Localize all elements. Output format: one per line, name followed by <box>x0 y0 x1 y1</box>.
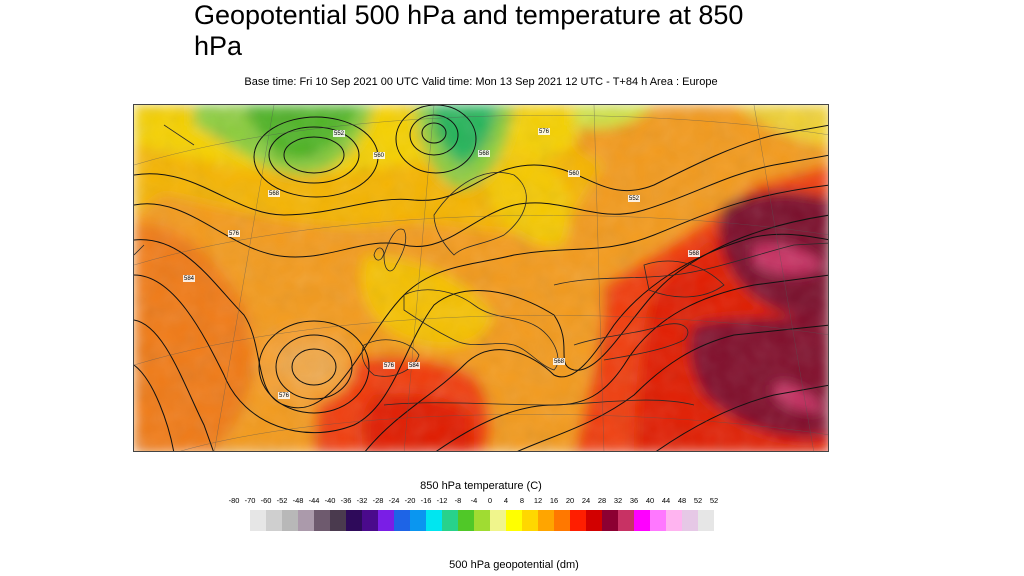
contour-label: 552 <box>629 196 640 202</box>
colorbar-cell <box>442 510 458 531</box>
colorbar-tick-label: 4 <box>503 496 509 505</box>
coastlines <box>134 124 828 406</box>
colorbar-tick-label: 32 <box>613 496 623 505</box>
contour-label-bg <box>478 150 490 157</box>
legend-title: 850 hPa temperature (C) <box>420 480 542 492</box>
colorbar-cell <box>618 510 634 531</box>
colorbar-cell <box>282 510 298 531</box>
page-title: Geopotential 500 hPa and temperature at … <box>194 0 744 61</box>
contour-label: 552 <box>334 131 345 137</box>
colorbar-tick-label: -20 <box>404 496 416 505</box>
geopotential-contours <box>134 105 828 451</box>
colorbar-tick-label: -40 <box>324 496 336 505</box>
colorbar-cell <box>474 510 490 531</box>
colorbar-tick-label: 8 <box>519 496 525 505</box>
colorbar-cell <box>522 510 538 531</box>
colorbar-cell <box>346 510 362 531</box>
contour-label: 568 <box>269 191 280 197</box>
contour-label-bg <box>383 362 395 369</box>
contour-label-bg <box>688 250 700 257</box>
colorbar-tick-label: -70 <box>244 496 256 505</box>
colorbar-cell <box>698 510 714 531</box>
colorbar-tick-label: -44 <box>308 496 320 505</box>
geopotential-label: 500 hPa geopotential (dm) <box>449 559 579 571</box>
contour-label: 576 <box>384 363 395 369</box>
colorbar-tick-label: 52 <box>693 496 703 505</box>
contour-label: 576 <box>229 231 240 237</box>
colorbar-cell <box>394 510 410 531</box>
colorbar-tick-label: 28 <box>597 496 607 505</box>
colorbar-tick-label: -36 <box>340 496 352 505</box>
colorbar-cell <box>458 510 474 531</box>
colorbar-tick-label: -48 <box>292 496 304 505</box>
colorbar-cell <box>362 510 378 531</box>
contour-label-bg <box>538 128 550 135</box>
colorbar-cell <box>266 510 282 531</box>
colorbar-tick-label: 20 <box>565 496 575 505</box>
contour-label-bg <box>268 190 280 197</box>
colorbar-cell <box>314 510 330 531</box>
colorbar-cell <box>426 510 442 531</box>
colorbar-cell <box>250 510 266 531</box>
contour-label-bg <box>278 392 290 399</box>
contour-label: 576 <box>539 129 550 135</box>
colorbar-tick-label: -16 <box>420 496 432 505</box>
colorbar-cell <box>666 510 682 531</box>
colorbar-tick-label: 44 <box>661 496 671 505</box>
colorbar-tick-label: -4 <box>470 496 478 505</box>
contour-label: 568 <box>479 151 490 157</box>
colorbar-cell <box>330 510 346 531</box>
colorbar-cell <box>298 510 314 531</box>
contour-label: 568 <box>689 251 700 257</box>
contour-label-bg <box>228 230 240 237</box>
colorbar-tick-label: 12 <box>533 496 543 505</box>
colorbar-cell <box>490 510 506 531</box>
contour-label-bg <box>183 275 195 282</box>
colorbar-cell <box>634 510 650 531</box>
colorbar-tick-label: -8 <box>454 496 462 505</box>
colorbar-tick-label: 40 <box>645 496 655 505</box>
contour-label-bg <box>553 358 565 365</box>
colorbar-cell <box>602 510 618 531</box>
contour-label: 584 <box>184 276 195 282</box>
colorbar-tick-label: 52 <box>709 496 719 505</box>
contour-label: 576 <box>279 393 290 399</box>
colorbar-cell <box>554 510 570 531</box>
colorbar-tick-label: 36 <box>629 496 639 505</box>
colorbar-tick-label: 48 <box>677 496 687 505</box>
colorbar-tick-label: -28 <box>372 496 384 505</box>
contour-label-bg <box>333 130 345 137</box>
run-info-subtitle: Base time: Fri 10 Sep 2021 00 UTC Valid … <box>244 76 718 88</box>
contour-label: 584 <box>409 363 420 369</box>
colorbar-cell <box>650 510 666 531</box>
contour-label: 560 <box>374 153 385 159</box>
colorbar-tick-label: -32 <box>356 496 368 505</box>
colorbar-tick-label: 16 <box>549 496 559 505</box>
colorbar-tick-label: -24 <box>388 496 400 505</box>
colorbar-tick-label: -80 <box>228 496 240 505</box>
contour-label: 568 <box>554 359 565 365</box>
graticule <box>134 105 828 451</box>
colorbar-cell <box>378 510 394 531</box>
weather-map: 552 560 568 576 584 576 568 560 552 568 576 584 576 5… <box>133 104 829 452</box>
contour-label-bg <box>373 152 385 159</box>
legend-tick-labels: -80 -70 -60 -52 -48 -44 -40 -36 -32 -28 -24 -20 -16-… <box>226 496 746 506</box>
colorbar-tick-label: 24 <box>581 496 591 505</box>
colorbar-tick-label: 0 <box>487 496 493 505</box>
colorbar-cell <box>570 510 586 531</box>
colorbar-tick-label: -52 <box>276 496 288 505</box>
contour-label-bg <box>408 362 420 369</box>
colorbar-cell <box>506 510 522 531</box>
colorbar-cell <box>538 510 554 531</box>
temperature-colorbar <box>250 510 714 531</box>
colorbar-tick-label: -12 <box>436 496 448 505</box>
colorbar-tick-label: -60 <box>260 496 272 505</box>
contour-label-bg <box>628 195 640 202</box>
contour-label: 560 <box>569 171 580 177</box>
contour-label-bg <box>568 170 580 177</box>
colorbar-cell <box>410 510 426 531</box>
colorbar-cell <box>682 510 698 531</box>
colorbar-cell <box>586 510 602 531</box>
